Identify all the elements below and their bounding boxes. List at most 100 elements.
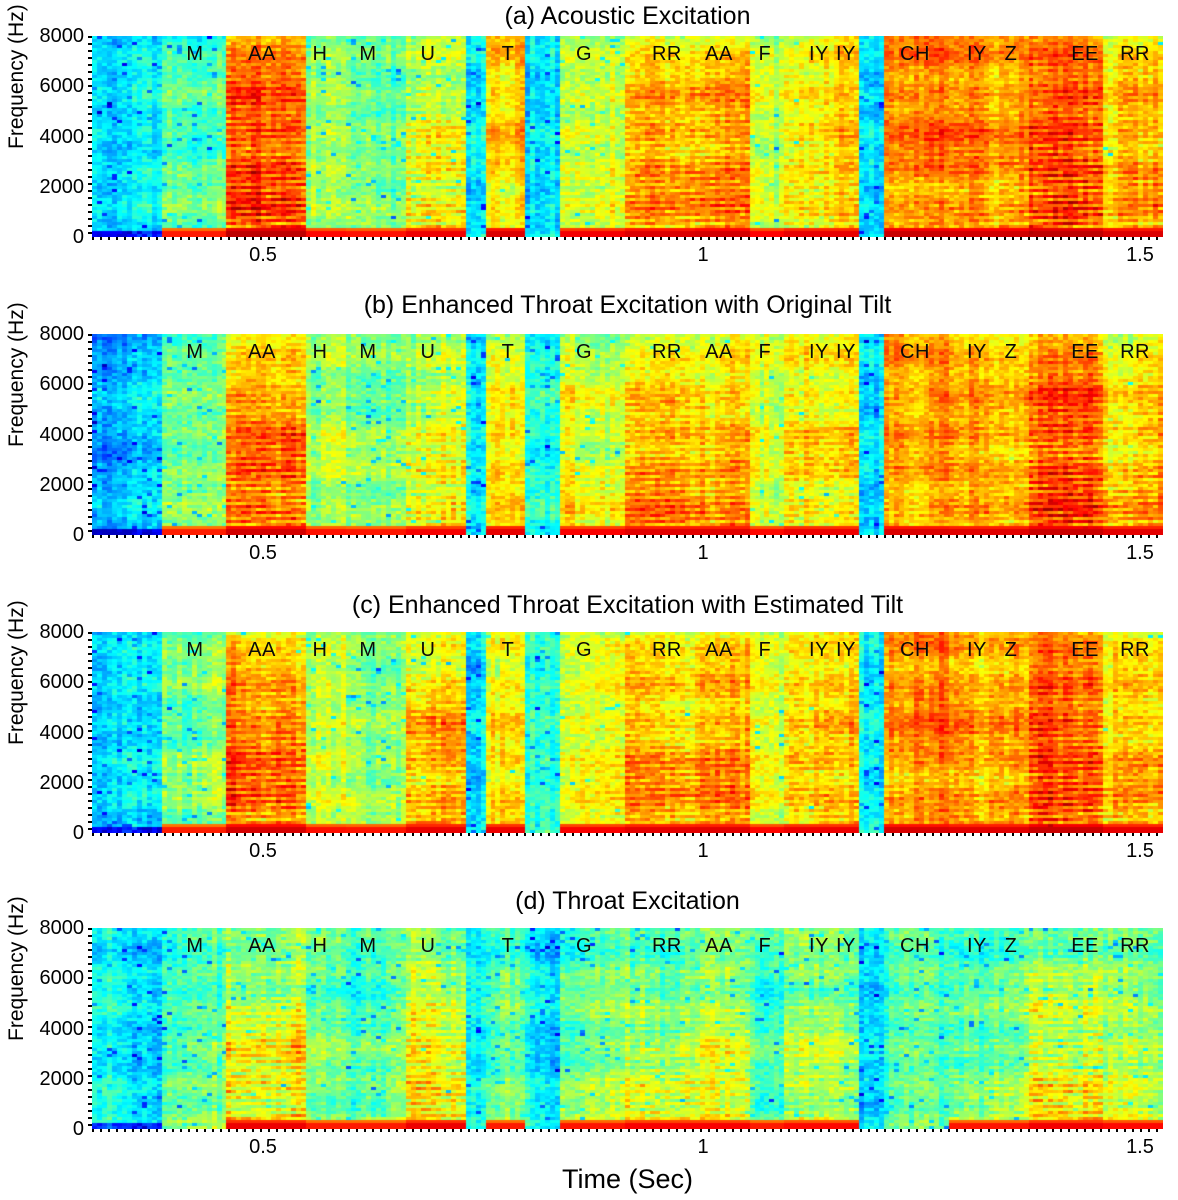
x-minor-ticks-a xyxy=(92,237,1163,240)
phoneme-label: AA xyxy=(705,935,733,957)
phoneme-label: M xyxy=(359,43,377,65)
phoneme-label: U xyxy=(420,639,436,661)
phoneme-label: Z xyxy=(1004,43,1018,65)
y-tick-label: 8000 xyxy=(39,621,85,643)
y-tick-label: 8000 xyxy=(39,323,85,345)
x-tick-label: 1 xyxy=(697,542,709,564)
y-tick-label: 0 xyxy=(72,524,84,546)
panel-title-b: (b) Enhanced Throat Excitation with Orig… xyxy=(363,291,892,319)
phoneme-label: AA xyxy=(248,43,276,65)
x-tick-label: 1.5 xyxy=(1126,244,1154,266)
phoneme-label: EE xyxy=(1071,341,1099,363)
x-tick-label: 0.5 xyxy=(249,840,277,862)
phoneme-label: AA xyxy=(705,639,733,661)
phoneme-label: F xyxy=(758,639,772,661)
phoneme-label: RR xyxy=(1120,341,1150,363)
x-minor-ticks-c xyxy=(92,833,1163,836)
phoneme-label: IY xyxy=(836,935,856,957)
x-tick-label: 1 xyxy=(697,244,709,266)
y-tick-label: 2000 xyxy=(39,1067,85,1090)
phoneme-label: G xyxy=(575,639,593,661)
phoneme-label: H xyxy=(312,639,328,661)
y-tick-label: 4000 xyxy=(39,125,85,148)
phoneme-label: CH xyxy=(900,341,930,363)
phoneme-label: AA xyxy=(248,639,276,661)
y-tick-label: 0 xyxy=(72,822,84,844)
phoneme-label: F xyxy=(758,43,772,65)
y-minor-ticks-c xyxy=(88,632,92,833)
phoneme-label: M xyxy=(186,935,204,957)
phoneme-label: U xyxy=(420,935,436,957)
spectrogram-canvas-b xyxy=(92,334,1163,535)
phoneme-label: M xyxy=(359,341,377,363)
phoneme-label: Z xyxy=(1004,935,1018,957)
y-tick-label: 2000 xyxy=(39,175,85,198)
y-minor-ticks-a xyxy=(88,36,92,237)
y-tick-label: 8000 xyxy=(39,25,85,47)
panel-title-d: (d) Throat Excitation xyxy=(515,887,740,915)
phoneme-label: CH xyxy=(900,639,930,661)
x-axis-label: Time (Sec) xyxy=(561,1164,693,1194)
y-tick-label: 6000 xyxy=(39,373,85,396)
phoneme-label: EE xyxy=(1071,639,1099,661)
phoneme-label: RR xyxy=(1120,43,1150,65)
phoneme-label: Z xyxy=(1004,639,1018,661)
y-tick-label: 0 xyxy=(72,1118,84,1140)
phoneme-label: T xyxy=(501,341,515,363)
phoneme-label: G xyxy=(575,935,593,957)
phoneme-label: IY xyxy=(967,639,987,661)
y-tick-label: 4000 xyxy=(39,1017,85,1040)
phoneme-label: AA xyxy=(705,341,733,363)
y-tick-label: 4000 xyxy=(39,423,85,446)
phoneme-label: AA xyxy=(248,341,276,363)
spectrogram-canvas-d xyxy=(92,928,1163,1129)
phoneme-label: H xyxy=(312,341,328,363)
x-tick-label: 1.5 xyxy=(1126,542,1154,564)
y-tick-label: 2000 xyxy=(39,771,85,794)
phoneme-label: CH xyxy=(900,43,930,65)
phoneme-label: T xyxy=(501,639,515,661)
phoneme-label: M xyxy=(186,43,204,65)
phoneme-label: T xyxy=(501,935,515,957)
spectrogram-canvas-a xyxy=(92,36,1163,237)
panel-title-c: (c) Enhanced Throat Excitation with Esti… xyxy=(351,591,904,619)
x-tick-label: 0.5 xyxy=(249,244,277,266)
phoneme-label: H xyxy=(312,43,328,65)
y-tick-label: 6000 xyxy=(39,75,85,98)
phoneme-label: RR xyxy=(1120,935,1150,957)
phoneme-label: EE xyxy=(1071,935,1099,957)
phoneme-label: M xyxy=(186,341,204,363)
phoneme-label: IY xyxy=(836,341,856,363)
phoneme-label: IY xyxy=(809,639,829,661)
phoneme-label: U xyxy=(420,341,436,363)
phoneme-label: M xyxy=(186,639,204,661)
phoneme-label: RR xyxy=(651,43,682,65)
phoneme-label: U xyxy=(420,43,436,65)
y-minor-ticks-b xyxy=(88,334,92,535)
phoneme-label: IY xyxy=(809,43,829,65)
phoneme-label: RR xyxy=(651,639,682,661)
phoneme-label: M xyxy=(359,639,377,661)
phoneme-label: G xyxy=(575,341,593,363)
phoneme-label: IY xyxy=(836,43,856,65)
phoneme-label: F xyxy=(758,341,772,363)
phoneme-label: IY xyxy=(967,341,987,363)
y-tick-label: 6000 xyxy=(39,671,85,694)
y-minor-ticks-d xyxy=(88,928,92,1129)
phoneme-label: T xyxy=(501,43,515,65)
phoneme-label: IY xyxy=(809,341,829,363)
x-tick-label: 0.5 xyxy=(249,1136,277,1158)
x-tick-label: 1 xyxy=(697,1136,709,1158)
y-tick-label: 6000 xyxy=(39,967,85,990)
x-tick-label: 0.5 xyxy=(249,542,277,564)
phoneme-label: M xyxy=(359,935,377,957)
phoneme-label: F xyxy=(758,935,772,957)
phoneme-label: AA xyxy=(705,43,733,65)
y-tick-label: 2000 xyxy=(39,473,85,496)
phoneme-label: AA xyxy=(248,935,276,957)
spectrogram-canvas-c xyxy=(92,632,1163,833)
y-tick-label: 0 xyxy=(72,226,84,248)
x-minor-ticks-d xyxy=(92,1129,1163,1132)
phoneme-label: IY xyxy=(967,43,987,65)
